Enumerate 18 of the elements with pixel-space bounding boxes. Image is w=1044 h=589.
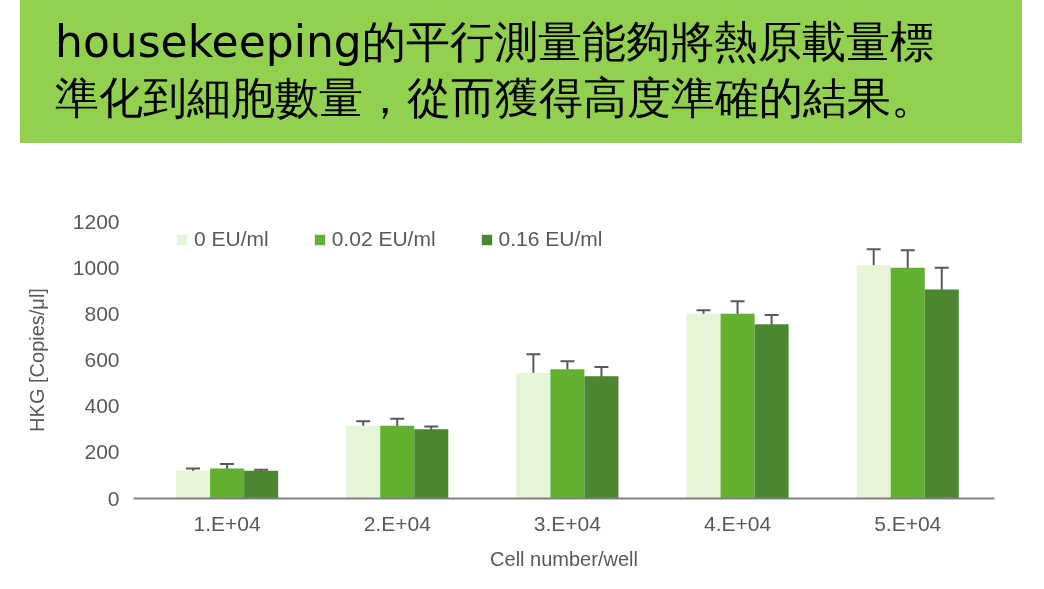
x-axis-title: Cell number/well [490, 547, 638, 570]
x-tick-label: 5.E+04 [874, 511, 942, 535]
y-tick-label: 200 [84, 440, 120, 464]
y-tick-label: 400 [84, 394, 120, 418]
x-tick-label: 2.E+04 [363, 511, 432, 535]
legend-label: 0 EU/ml [194, 227, 269, 251]
y-tick-label: 1000 [72, 255, 120, 279]
x-tick-label: 3.E+04 [533, 511, 602, 535]
y-tick-label: 0 [107, 486, 120, 510]
x-tick-label: 4.E+04 [703, 511, 772, 535]
y-axis-title: HKG [Copies/μl] [25, 288, 48, 432]
x-tick-label: 1.E+04 [193, 511, 261, 535]
y-tick-label: 800 [84, 301, 120, 325]
y-tick-label: 1200 [72, 209, 120, 233]
chart-title: housekeeping的平行測量能夠將熱原載量標準化到細胞數量，從而獲得高度準確的結果。 [55, 15, 936, 125]
y-tick-label: 600 [84, 348, 120, 371]
legend-label: 0.16 EU/ml [498, 227, 603, 251]
legend-label: 0.02 EU/ml [331, 227, 436, 251]
